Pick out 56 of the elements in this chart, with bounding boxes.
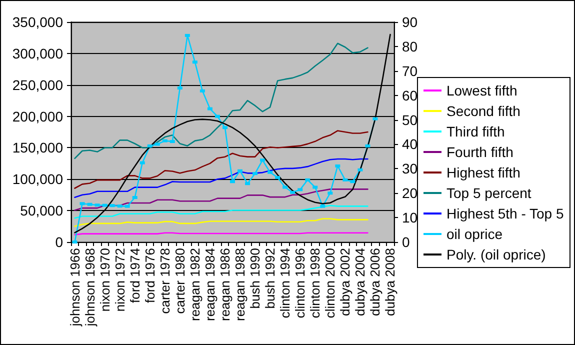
legend-label: Third fifth xyxy=(446,124,505,140)
x-tick-label: johnson 1966 xyxy=(67,248,82,328)
y-tick-label: 100,000 xyxy=(12,171,64,188)
legend-label: Lowest fifth xyxy=(446,82,518,98)
x-tick-label: bush 1992 xyxy=(262,248,278,309)
line-series xyxy=(74,204,368,219)
x-tick-label: reagan 1984 xyxy=(202,248,218,322)
x-tick-label: dubya 2002 xyxy=(338,248,353,316)
legend-label: Second fifth xyxy=(446,103,520,119)
x-tick-label: reagan 1988 xyxy=(232,248,248,322)
x-tick-label: ford 1974 xyxy=(127,248,142,303)
y2-tick-label: 60 xyxy=(402,87,418,104)
y2-tick-label: 20 xyxy=(402,185,418,202)
y2-tick-label: 30 xyxy=(402,160,418,177)
line-series xyxy=(74,130,368,189)
x-tick-label: ford 1976 xyxy=(142,248,158,303)
y2-tick-label: 80 xyxy=(402,38,418,54)
x-tick-label: dubya 2008 xyxy=(382,248,398,316)
y-tick-label: 200,000 xyxy=(12,108,64,124)
y-tick-label: 300,000 xyxy=(12,45,64,62)
y2-tick-label: 40 xyxy=(402,136,418,152)
x-tick-label: reagan 1982 xyxy=(187,248,202,322)
legend-label: oil oprice xyxy=(446,226,503,242)
legend-label: Poly. (oil oprice) xyxy=(446,246,546,262)
line-series xyxy=(74,218,368,227)
x-tick-label: clinton 1998 xyxy=(308,248,323,318)
y2-tick-label: 10 xyxy=(402,210,418,226)
legend-label: Highest 5th - Top 5 xyxy=(446,206,564,222)
line-series xyxy=(74,188,368,211)
y-tick-label: 0 xyxy=(55,234,64,250)
y2-tick-label: 70 xyxy=(402,62,418,79)
x-tick-label: reagan 1986 xyxy=(217,248,232,322)
x-tick-label: carter 1978 xyxy=(157,248,172,314)
y2-tick-label: 50 xyxy=(402,112,418,128)
x-tick-label: clinton 1994 xyxy=(278,248,293,318)
x-tick-label: nixon 1972 xyxy=(112,248,128,312)
point xyxy=(230,180,235,184)
legend-label: Top 5 percent xyxy=(446,185,532,201)
x-tick-label: carter 1980 xyxy=(172,248,188,314)
y-tick-label: 350,000 xyxy=(12,14,64,30)
x-tick-label: dubya 2004 xyxy=(352,248,368,316)
x-tick-label: johnson 1968 xyxy=(82,248,98,328)
x-tick-label: dubya 2006 xyxy=(368,248,383,316)
legend-label: Fourth fifth xyxy=(446,144,514,160)
y-tick-label: 250,000 xyxy=(12,76,64,93)
x-tick-label: clinton 1996 xyxy=(292,248,308,318)
line-series xyxy=(74,42,368,160)
x-tick-label: clinton 2000 xyxy=(322,248,338,318)
line-series xyxy=(74,158,368,198)
y2-tick-label: 0 xyxy=(402,234,410,250)
y-tick-label: 150,000 xyxy=(12,140,64,156)
y-tick-label: 50,000 xyxy=(20,202,64,219)
x-tick-label: nixon 1970 xyxy=(97,248,112,312)
legend-label: Highest fifth xyxy=(446,164,520,180)
x-tick-label: bush 1990 xyxy=(248,248,263,309)
y2-tick-label: 90 xyxy=(402,14,418,30)
